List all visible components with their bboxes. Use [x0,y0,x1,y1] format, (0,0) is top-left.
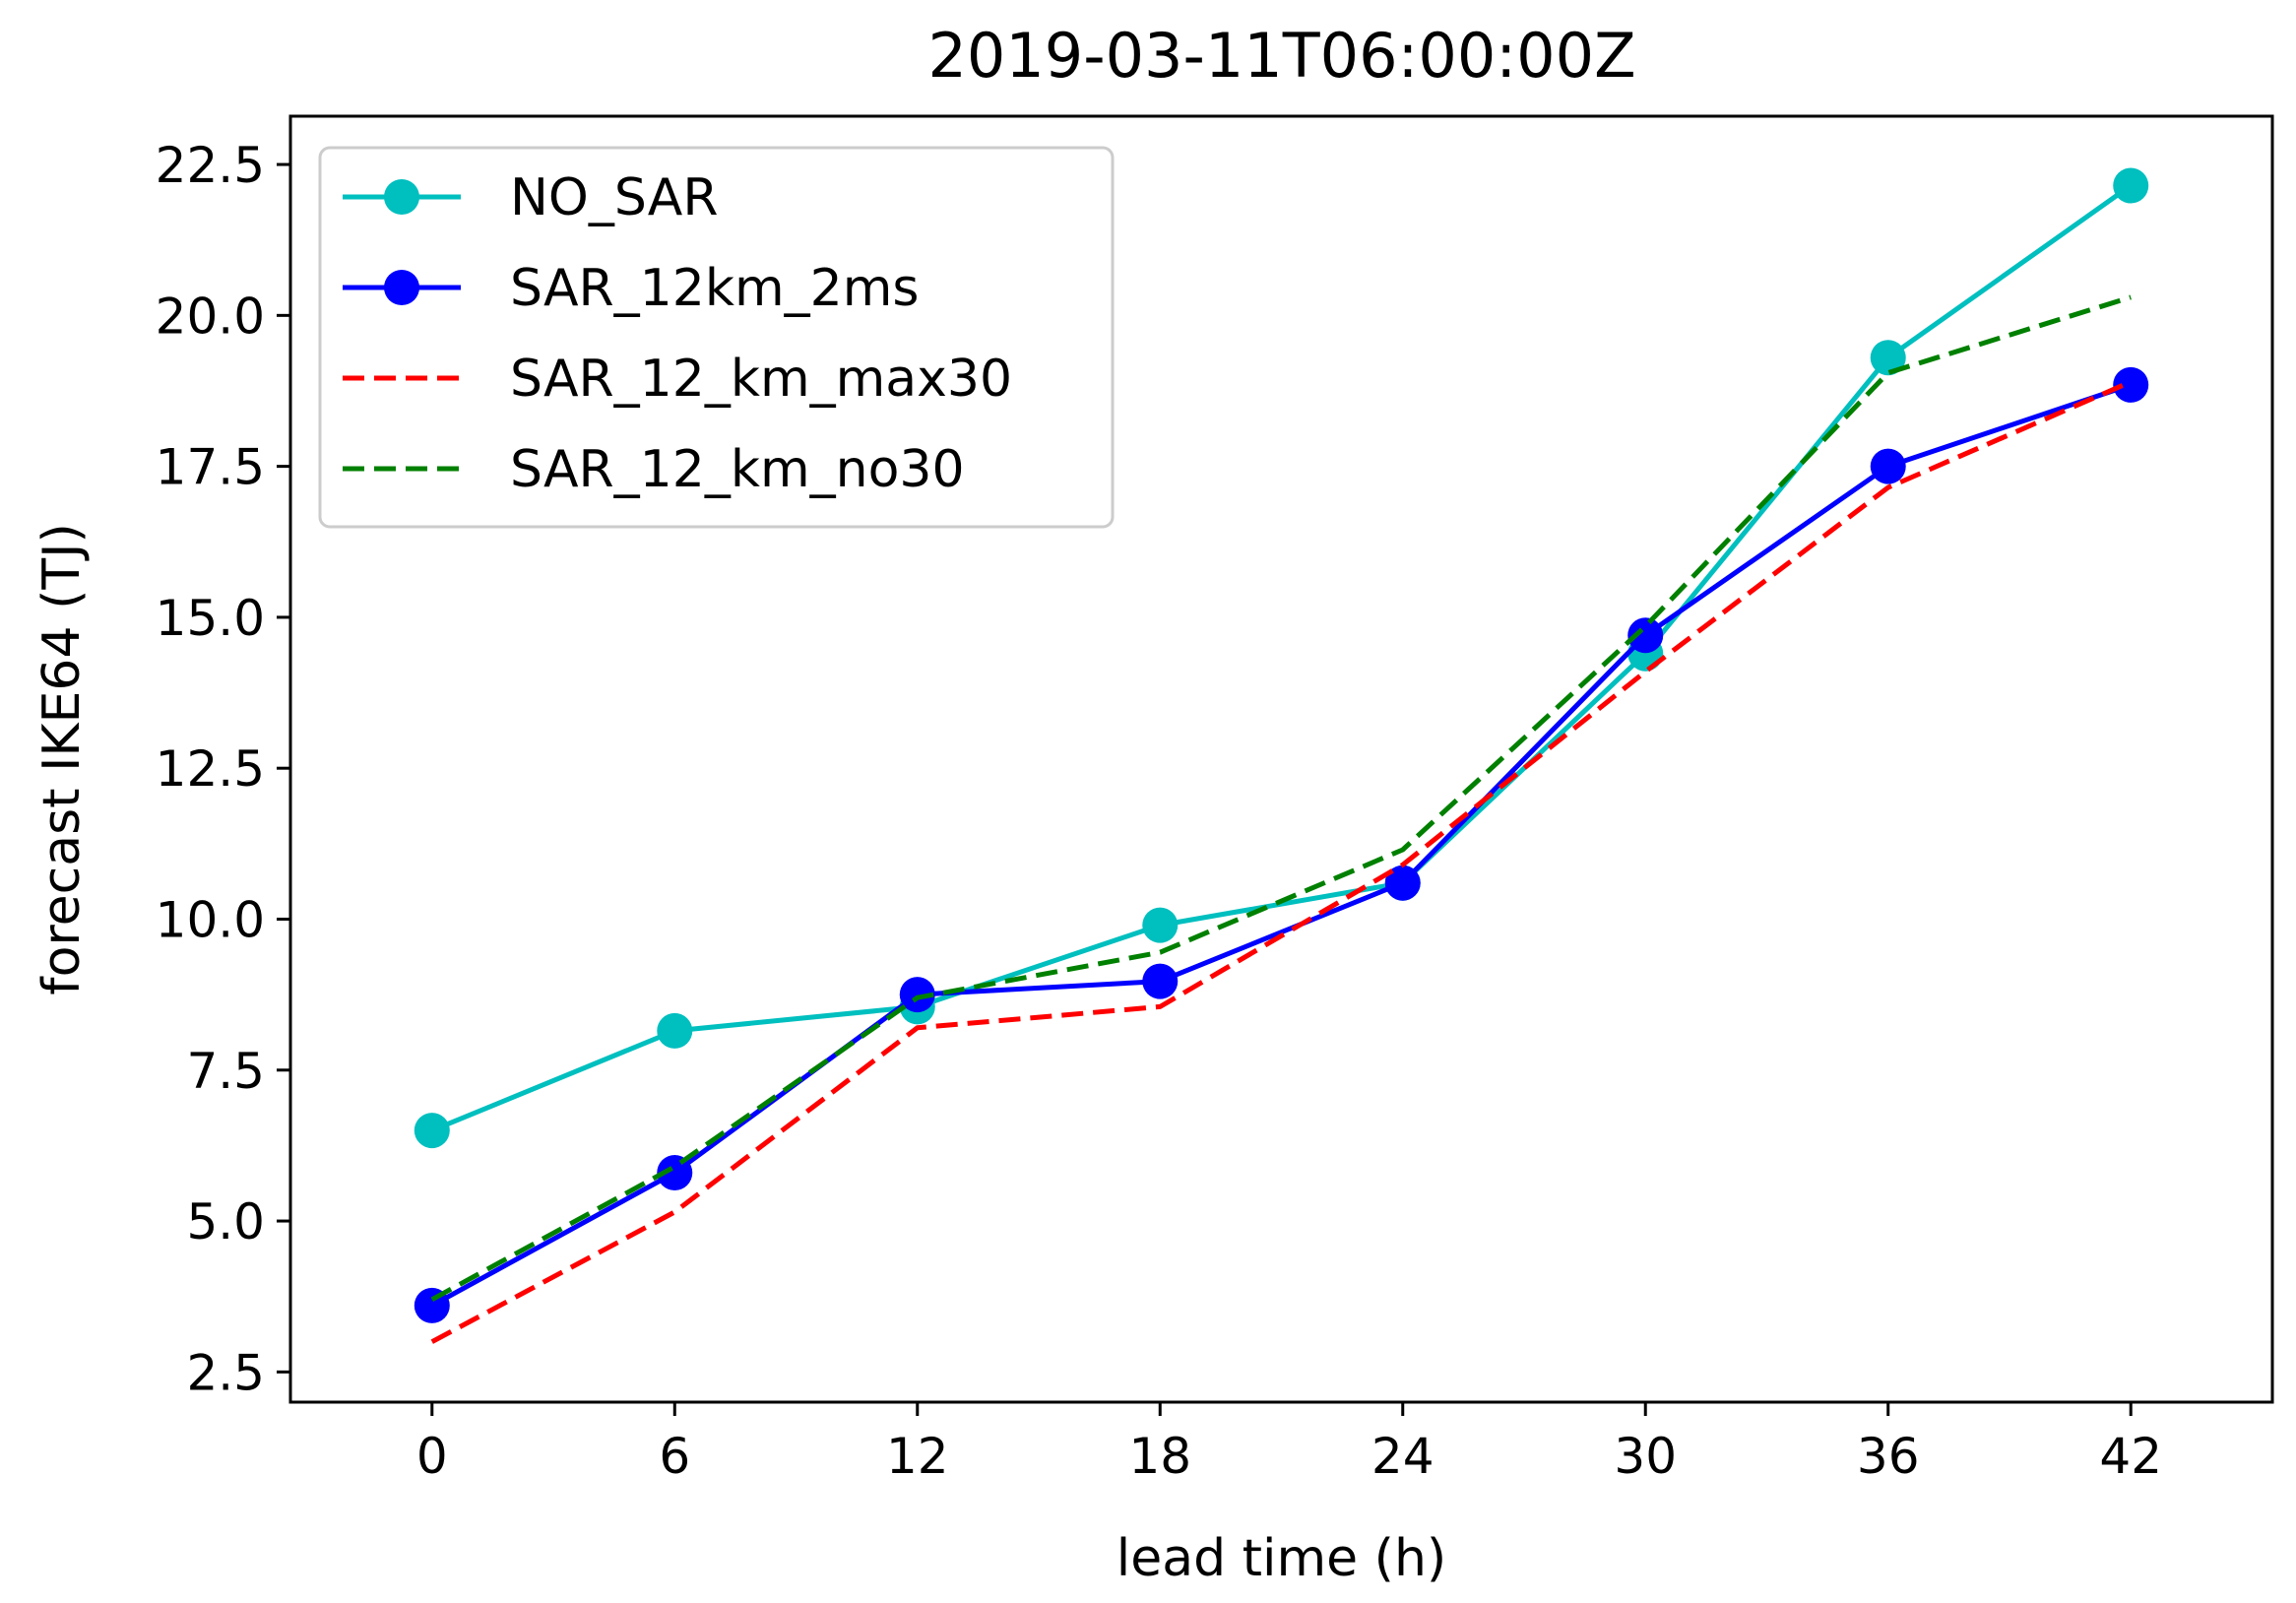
data-point [2113,167,2149,204]
x-tick-label: 12 [886,1428,949,1485]
legend-label: NO_SAR [510,168,719,227]
y-tick-label: 15.0 [156,590,265,647]
data-point [1870,340,1906,376]
legend-label: SAR_12_km_no30 [510,440,965,499]
data-point [657,1155,693,1191]
legend-box [318,146,1115,529]
series-sar-12-km-max30 [430,379,2133,1344]
data-point [1627,617,1664,654]
legend-item: SAR_12_km_no30 [343,440,965,499]
x-tick-label: 6 [659,1428,690,1485]
y-tick-label: 12.5 [156,740,265,798]
legend-item: NO_SAR [343,168,719,227]
data-point [1870,448,1906,484]
series-line [430,379,2133,1344]
series-line [430,183,2133,1133]
plot-frame [288,114,2274,1404]
legend-label: SAR_12_km_max30 [510,350,1012,409]
series-line [430,382,2132,1309]
data-point [1142,963,1179,999]
y-tick-label: 2.5 [186,1344,265,1401]
legend-label: SAR_12km_2ms [510,259,919,318]
data-point [1142,907,1179,943]
data-point [414,1113,450,1149]
x-axis: 0 6 12 18 24 30 36 42 [416,1402,2162,1485]
y-axis-title: forecast IKE64 (TJ) [32,523,92,994]
legend-item: SAR_12km_2ms [343,259,919,318]
x-tick-label: 18 [1128,1428,1191,1485]
chart-title: 2019-03-11T06:00:00Z [927,20,1635,92]
data-point [1384,865,1421,901]
x-tick-label: 0 [416,1428,448,1485]
plot-area [414,167,2149,1344]
x-tick-label: 24 [1371,1428,1435,1485]
data-point [899,977,935,1013]
y-tick-label: 10.0 [156,891,265,948]
legend-item: SAR_12_km_max30 [343,350,1012,409]
legend: NO_SAR SAR_12km_2ms SAR_12_km_max30 SAR_12_… [318,146,1115,529]
y-tick-label: 7.5 [186,1043,265,1100]
y-tick-label: 17.5 [156,439,265,496]
legend-marker [384,270,419,305]
y-tick-label: 22.5 [156,137,265,194]
y-tick-label: 5.0 [186,1193,265,1250]
legend-marker [384,179,419,215]
y-axis: 2.5 5.0 7.5 10.0 12.5 15.0 17.5 20.0 22.5 [156,137,290,1401]
series-sar-12-km-no30 [430,294,2132,1302]
data-point [657,1012,693,1049]
y-tick-label: 20.0 [156,288,265,345]
x-tick-label: 30 [1614,1428,1677,1485]
series-line [430,294,2132,1302]
x-tick-label: 36 [1857,1428,1920,1485]
data-point [2113,366,2149,403]
series-sar-12km-2ms [414,366,2149,1323]
x-axis-title: lead time (h) [1116,1529,1446,1588]
x-tick-label: 42 [2099,1428,2162,1485]
